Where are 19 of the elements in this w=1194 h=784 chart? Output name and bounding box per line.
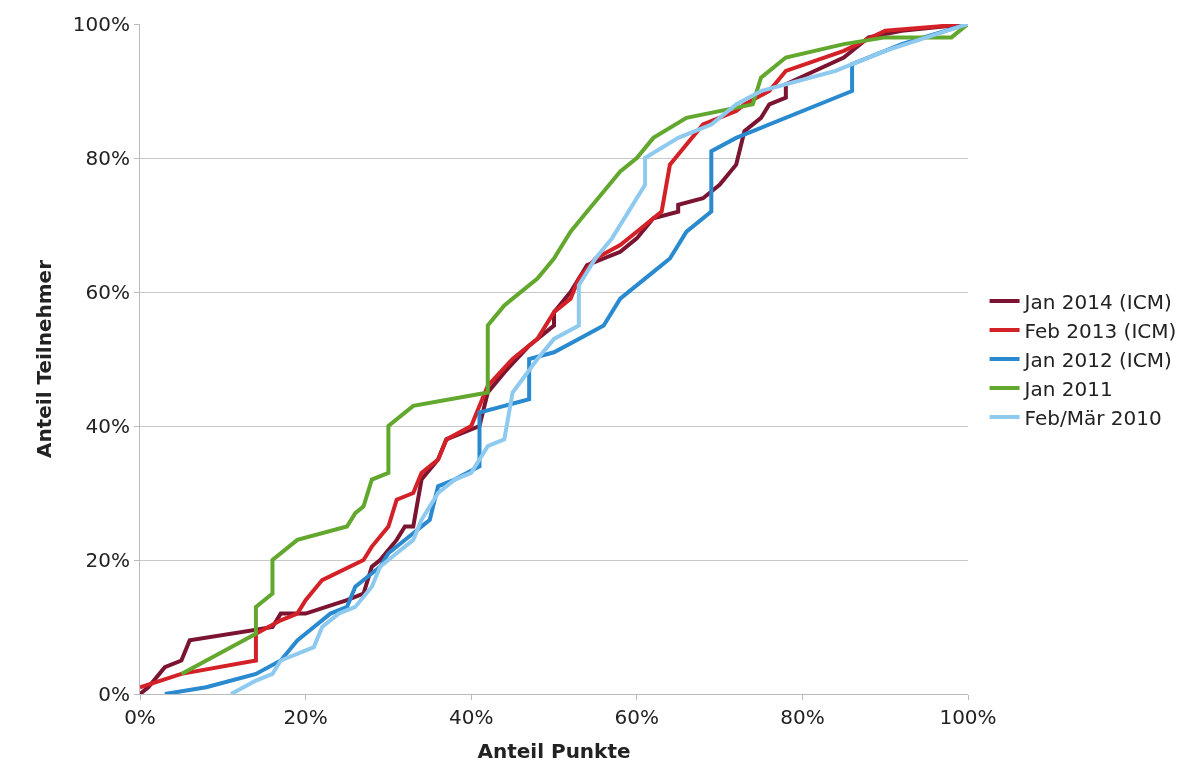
- y-tick-label: 20%: [85, 548, 130, 572]
- legend-label: Jan 2014 (ICM): [1022, 289, 1172, 314]
- x-tick-label: 40%: [448, 705, 494, 729]
- legend-label: Jan 2012 (ICM): [1022, 347, 1172, 372]
- x-tick-label: 60%: [614, 705, 660, 729]
- y-tick-label: 60%: [85, 280, 130, 304]
- y-tick-label: 40%: [85, 414, 130, 438]
- x-tick-label: 0%: [124, 705, 156, 729]
- legend-label: Feb/Mär 2010: [1024, 405, 1162, 430]
- y-axis-title: Anteil Teilnehmer: [32, 259, 57, 459]
- legend-label: Jan 2011: [1022, 376, 1113, 401]
- y-tick-label: 100%: [72, 12, 130, 36]
- x-tick-label: 100%: [939, 705, 997, 729]
- x-axis-title: Anteil Punkte: [477, 738, 631, 763]
- x-tick-label: 80%: [780, 705, 825, 729]
- legend-label: Feb 2013 (ICM): [1024, 318, 1177, 343]
- x-tick-label: 20%: [283, 705, 328, 729]
- y-tick-label: 0%: [98, 682, 130, 706]
- y-tick-label: 80%: [85, 146, 130, 170]
